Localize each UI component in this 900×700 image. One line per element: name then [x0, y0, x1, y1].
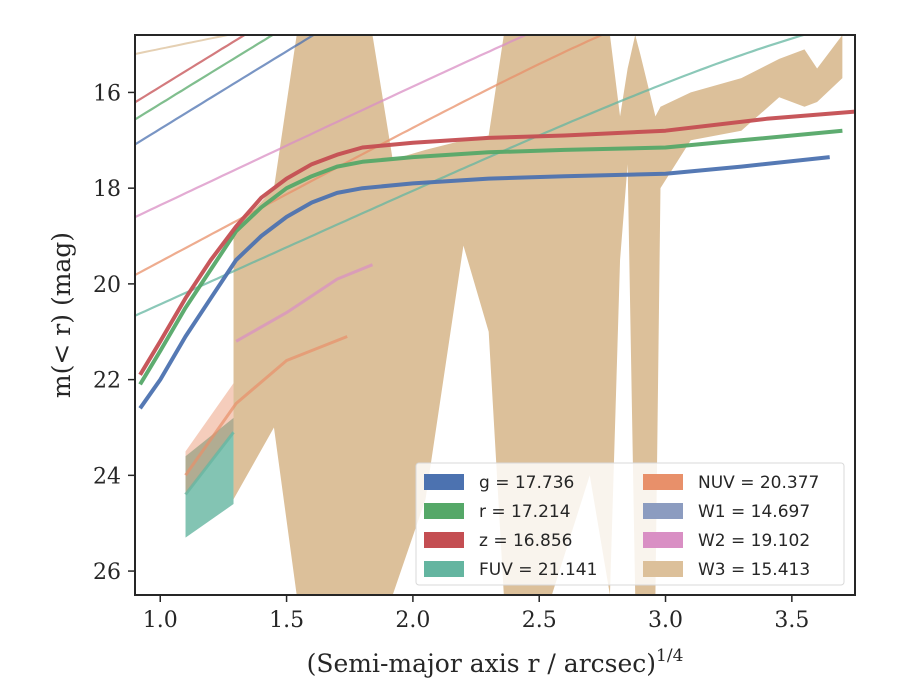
legend-label-r: r = 17.214: [479, 502, 571, 522]
legend-box: [415, 462, 845, 586]
x-tick-label: 1.0: [143, 608, 178, 633]
legend-swatch-w2: [643, 532, 683, 548]
profile-fuv: [184, 431, 235, 496]
x-axis-label: (Semi-major axis r / arcsec)1/4: [307, 646, 684, 678]
legend-label-w3: W3 = 15.413: [698, 560, 810, 580]
legend-label-fuv: FUV = 21.141: [479, 560, 597, 580]
x-axis-ticks: 1.0 1.5 2.0 2.5 3.0 3.5: [143, 595, 809, 633]
x-tick-label: 3.5: [774, 608, 809, 633]
legend-label-z: z = 16.856: [479, 531, 572, 551]
band-w3: [233, 35, 843, 595]
legend-label-g: g = 17.736: [479, 473, 574, 493]
legend-swatch-nuv: [643, 474, 683, 490]
legend-swatch-w1: [643, 503, 683, 519]
model-curve-fuv: [135, 35, 808, 317]
model-curve-g: [135, 35, 316, 146]
y-axis-label: m(< r) (mag): [47, 232, 76, 398]
legend: g = 17.736 r = 17.214 z = 16.856 FUV = 21.1…: [415, 462, 845, 586]
legend-swatch-r: [424, 503, 464, 519]
measured-profiles: [138, 109, 855, 496]
x-tick-label: 2.0: [395, 608, 430, 633]
y-tick-label: 16: [93, 81, 121, 106]
legend-swatch-w3: [643, 561, 683, 577]
legend-swatch-fuv: [424, 561, 464, 577]
profile-r: [138, 128, 843, 386]
plot-frame: [134, 34, 856, 596]
y-tick-label: 26: [93, 560, 121, 585]
y-tick-label: 24: [93, 464, 121, 489]
x-tick-label: 1.5: [269, 608, 304, 633]
profile-w2: [235, 263, 374, 343]
y-axis-ticks: 16 18 20 22 24 26: [93, 81, 135, 585]
x-tick-label: 2.5: [522, 608, 557, 633]
model-curve-w2: [135, 35, 529, 219]
profile-g: [138, 155, 830, 410]
profile-nuv: [184, 335, 348, 477]
legend-label-w1: W1 = 14.697: [698, 502, 810, 522]
legend-label-nuv: NUV = 20.377: [698, 473, 819, 493]
legend-swatch-g: [424, 474, 464, 490]
model-curve-w1: [135, 0, 855, 21]
legend-swatch-z: [424, 532, 464, 548]
legend-label-w2: W2 = 19.102: [698, 531, 810, 551]
y-tick-label: 20: [93, 273, 121, 298]
profile-z: [138, 109, 855, 376]
model-curve-r: [135, 35, 275, 121]
y-tick-label: 22: [93, 369, 121, 394]
x-tick-label: 3.0: [648, 608, 683, 633]
y-tick-label: 18: [93, 177, 121, 202]
